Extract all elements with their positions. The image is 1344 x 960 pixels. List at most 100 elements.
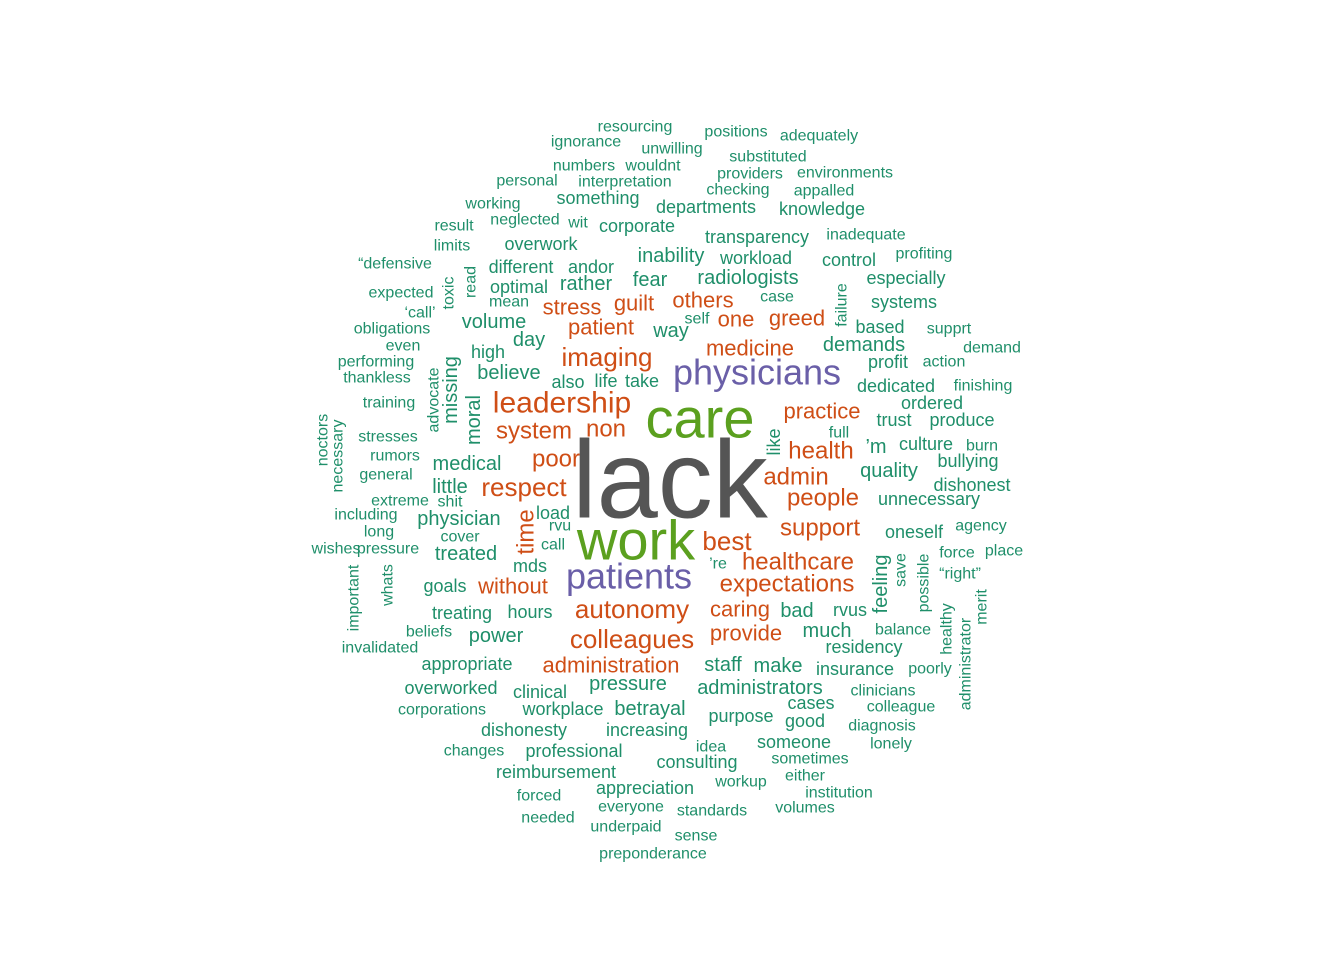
word-135: limits (434, 238, 470, 255)
word-103: good (785, 711, 825, 731)
word-143: even (386, 338, 421, 355)
word-181: poorly (908, 661, 952, 678)
word-11: respect (481, 472, 567, 502)
word-17: people (787, 485, 859, 512)
word-76: trust (876, 410, 911, 430)
word-80: bullying (937, 451, 998, 471)
word-157: rumors (370, 448, 420, 465)
word-84: high (471, 342, 505, 362)
word-124: wouldnt (624, 158, 681, 175)
word-163: cover (440, 529, 480, 546)
word-184: corporations (398, 702, 486, 719)
word-174: important (346, 564, 363, 631)
word-88: case (760, 289, 794, 306)
word-128: interpretation (578, 174, 671, 191)
word-166: wishes (311, 541, 361, 558)
word-164: call (541, 537, 565, 554)
word-155: necessary (330, 420, 347, 493)
word-153: burn (966, 438, 998, 455)
word-46: much (803, 620, 852, 642)
word-63: something (556, 188, 639, 208)
word-142: obligations (354, 321, 431, 338)
word-79: ’m (865, 436, 886, 458)
word-159: extreme (371, 493, 429, 510)
word-64: corporate (599, 216, 675, 236)
word-91: rvu (549, 518, 571, 535)
word-68: workload (719, 248, 792, 268)
word-33: inability (638, 245, 705, 267)
word-56: missing (440, 356, 462, 424)
word-146: demand (963, 340, 1021, 357)
word-102: purpose (708, 706, 773, 726)
word-197: needed (521, 810, 574, 827)
word-13: support (780, 515, 860, 542)
word-39: believe (477, 362, 540, 384)
word-2: work (576, 509, 696, 572)
word-147: action (923, 354, 966, 371)
word-105: someone (757, 732, 831, 752)
word-86: take (625, 371, 659, 391)
word-52: betrayal (614, 698, 685, 720)
word-173: whats (380, 564, 397, 607)
word-54: feeling (870, 555, 892, 614)
word-120: ignorance (551, 134, 621, 151)
word-148: performing (338, 354, 414, 371)
word-53: quality (860, 460, 918, 482)
word-66: knowledge (779, 199, 865, 219)
word-38: day (513, 329, 545, 351)
word-10: imaging (561, 342, 652, 372)
word-179: merit (974, 589, 991, 625)
word-75: ordered (901, 393, 963, 413)
word-78: culture (899, 434, 953, 454)
word-170: ’re (709, 556, 727, 573)
word-15: health (788, 438, 853, 465)
word-169: place (985, 543, 1023, 560)
word-175: beliefs (406, 624, 452, 641)
word-57: volume (462, 311, 526, 333)
word-200: preponderance (599, 846, 707, 863)
word-186: lonely (870, 736, 912, 753)
word-125: providers (717, 166, 783, 183)
word-119: adequately (780, 128, 858, 145)
word-193: forced (517, 788, 561, 805)
word-182: clinicians (851, 683, 916, 700)
word-150: finishing (954, 378, 1013, 395)
word-1: care (646, 387, 755, 450)
word-126: environments (797, 165, 893, 182)
word-165: agency (955, 518, 1007, 535)
word-89: like (764, 428, 784, 455)
word-50: pressure (589, 673, 667, 695)
word-92: mds (513, 556, 547, 576)
word-87: also (551, 372, 584, 392)
word-110: residency (825, 637, 902, 657)
word-101: increasing (606, 720, 688, 740)
word-183: colleague (867, 699, 936, 716)
word-26: guilt (614, 291, 654, 316)
word-14: administration (543, 653, 680, 678)
word-41: little (432, 476, 468, 498)
word-180: administrator (958, 617, 975, 710)
word-43: treated (435, 543, 497, 565)
word-0: lack (572, 419, 769, 542)
word-195: standards (677, 803, 747, 820)
word-172: “right” (939, 566, 981, 583)
word-99: dishonesty (481, 720, 567, 740)
word-37: way (652, 320, 689, 342)
word-118: positions (704, 124, 767, 141)
word-71: systems (871, 292, 937, 312)
word-24: patient (568, 315, 634, 340)
word-83: oneself (885, 522, 944, 542)
word-178: healthy (939, 603, 956, 655)
word-139: expected (369, 285, 434, 302)
word-145: supprt (927, 321, 972, 338)
word-29: greed (769, 306, 825, 331)
word-51: administrators (697, 677, 823, 699)
word-6: autonomy (575, 594, 689, 624)
word-7: colleagues (570, 624, 694, 654)
word-31: caring (710, 597, 770, 622)
word-77: produce (929, 410, 994, 430)
word-161: including (334, 507, 397, 524)
word-137: profiting (896, 246, 953, 263)
word-129: checking (706, 182, 769, 199)
word-3: physicians (673, 352, 841, 393)
